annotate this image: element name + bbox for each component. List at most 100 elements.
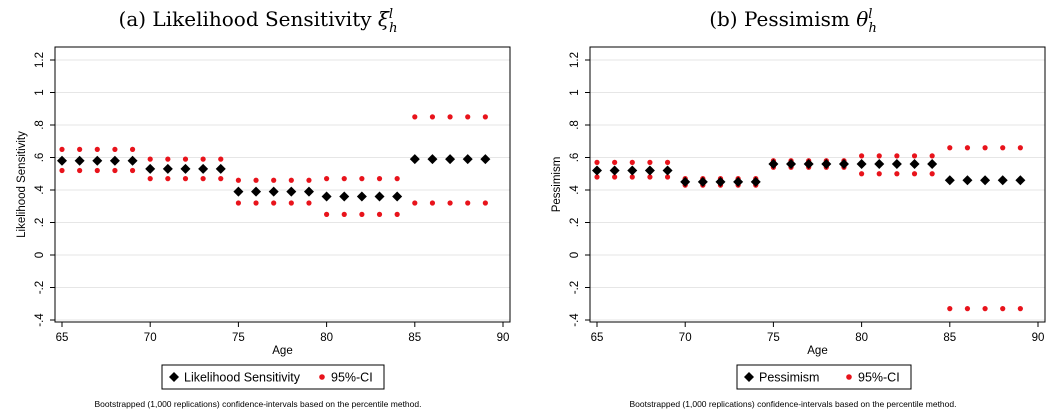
ci-lower-point <box>465 200 471 206</box>
ci-lower-point <box>359 211 365 217</box>
ci-lower-point <box>612 174 618 180</box>
ci-upper-point <box>612 159 618 165</box>
estimate-point <box>909 159 920 169</box>
legend-dot-icon <box>846 374 852 380</box>
estimate-point <box>127 155 138 166</box>
ci-upper-point <box>982 145 988 151</box>
ci-lower-point <box>271 200 277 206</box>
estimate-point <box>445 154 456 165</box>
ci-lower-point <box>288 200 294 206</box>
y-tick-label: .4 <box>569 185 581 195</box>
ci-upper-point <box>376 176 383 182</box>
ci-lower-point <box>964 306 971 312</box>
x-tick-label: 90 <box>497 332 510 344</box>
ci-upper-point <box>271 177 277 183</box>
ci-upper-point <box>147 156 153 162</box>
x-tick-label: 70 <box>679 332 692 344</box>
estimate-point <box>339 191 350 202</box>
ci-upper-point <box>412 114 418 120</box>
estimate-point <box>997 175 1008 186</box>
ci-lower-point <box>911 171 918 177</box>
ci-lower-point <box>77 167 83 174</box>
y-tick-label: .2 <box>569 218 581 228</box>
estimate-point <box>74 155 85 166</box>
ci-lower-point <box>594 174 600 180</box>
y-tick-label: -.2 <box>34 281 46 294</box>
ci-lower-point <box>376 211 383 217</box>
ci-lower-point <box>94 167 100 174</box>
ci-lower-point <box>859 171 865 177</box>
ci-upper-point <box>129 146 136 152</box>
ci-upper-point <box>911 153 918 159</box>
ci-upper-point <box>876 153 882 159</box>
ci-upper-point <box>947 145 953 151</box>
ci-lower-point <box>129 167 136 174</box>
ci-lower-point <box>629 174 635 180</box>
y-tick-label: .2 <box>34 218 46 228</box>
y-tick-label: 1 <box>569 89 581 95</box>
ci-lower-point <box>394 211 400 217</box>
ci-upper-point <box>929 153 935 159</box>
estimate-point <box>715 176 726 187</box>
chart-title: (a) Likelihood Sensitivity ξl h <box>119 7 398 36</box>
estimate-point <box>697 176 708 187</box>
y-axis-label: Pessimism <box>551 157 563 213</box>
estimate-point <box>856 159 867 169</box>
ci-lower-point <box>235 200 241 206</box>
ci-upper-point <box>647 159 653 165</box>
ci-upper-point <box>359 176 365 182</box>
ci-lower-point <box>324 211 330 217</box>
estimate-point <box>392 191 403 202</box>
ci-upper-point <box>94 146 100 152</box>
ci-upper-point <box>77 146 83 152</box>
estimate-point <box>303 186 314 197</box>
ci-lower-point <box>929 171 935 177</box>
estimate-point <box>821 159 832 169</box>
estimate-point <box>750 176 761 187</box>
estimate-point <box>215 163 226 174</box>
ci-upper-point <box>341 176 347 182</box>
y-tick-label: 0 <box>34 252 46 258</box>
ci-lower-point <box>253 200 259 206</box>
estimate-point <box>962 175 973 186</box>
ci-upper-point <box>594 159 600 165</box>
estimate-point <box>462 154 473 165</box>
x-tick-label: 85 <box>943 332 956 344</box>
ci-lower-point <box>112 167 118 174</box>
ci-upper-point <box>324 176 330 182</box>
ci-lower-point <box>447 200 453 206</box>
ci-upper-point <box>253 177 259 183</box>
y-tick-label: .8 <box>569 120 581 130</box>
estimate-point <box>627 165 638 176</box>
figure-note: Bootstrapped (1,000 replications) confid… <box>630 399 957 409</box>
x-tick-label: 65 <box>591 332 604 344</box>
plot-area <box>54 46 511 323</box>
legend-box <box>161 364 385 390</box>
legend-dot-icon <box>319 374 325 380</box>
ci-lower-point <box>429 200 436 206</box>
x-tick-label: 75 <box>232 332 245 344</box>
x-tick-label: 75 <box>767 332 780 344</box>
ci-upper-point <box>964 145 971 151</box>
legend-diamond-icon <box>744 372 754 382</box>
estimate-point <box>980 175 991 186</box>
legend-label-estimate: Pessimism <box>759 371 819 385</box>
x-axis-label: Age <box>272 345 292 357</box>
x-axis-label: Age <box>807 345 827 357</box>
ci-upper-point <box>1017 145 1023 151</box>
ci-lower-point <box>1017 306 1023 312</box>
ci-upper-point <box>1000 145 1006 151</box>
ci-lower-point <box>165 176 171 182</box>
legend: Likelihood Sensitivity 95%-CI <box>161 364 385 390</box>
estimate-point <box>927 159 938 169</box>
y-tick-label: .8 <box>34 120 46 130</box>
estimate-point <box>803 159 814 169</box>
ci-upper-point <box>112 146 118 152</box>
estimate-point <box>786 159 797 169</box>
legend: Pessimism 95%-CI <box>736 364 912 390</box>
ci-upper-point <box>218 156 224 162</box>
ci-lower-point <box>147 176 153 182</box>
ci-lower-point <box>482 200 488 206</box>
y-tick-label: -.4 <box>34 313 46 327</box>
